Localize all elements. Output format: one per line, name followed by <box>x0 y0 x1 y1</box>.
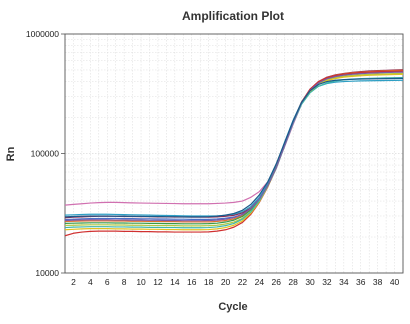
x-tick-label: 20 <box>221 277 231 287</box>
x-tick-label: 14 <box>170 277 180 287</box>
x-tick-label: 2 <box>71 277 76 287</box>
x-tick-label: 36 <box>356 277 366 287</box>
y-tick-label: 10000 <box>35 268 59 278</box>
x-tick-label: 26 <box>272 277 282 287</box>
x-tick-label: 24 <box>255 277 265 287</box>
series-group <box>64 69 404 237</box>
series-line-11 <box>64 71 404 222</box>
x-tick-label: 22 <box>238 277 248 287</box>
x-tick-label: 28 <box>288 277 298 287</box>
x-tick-label: 34 <box>339 277 349 287</box>
x-tick-label: 12 <box>153 277 163 287</box>
x-tick-label: 32 <box>322 277 332 287</box>
x-tick-labels: 2 4 6 8 10 12 14 16 18 20 22 24 26 28 30 32 34 36 38 40 <box>71 277 399 287</box>
series-line-2 <box>64 79 404 217</box>
series-line-7 <box>64 72 404 227</box>
x-tick-label: 10 <box>136 277 146 287</box>
y-axis-label: Rn <box>5 146 17 161</box>
x-tick-label: 38 <box>373 277 383 287</box>
series-line-12 <box>64 77 404 218</box>
y-tick-label: 1000000 <box>26 29 59 39</box>
x-tick-label: 4 <box>88 277 93 287</box>
series-line-9 <box>64 73 404 231</box>
x-tick-label: 6 <box>105 277 110 287</box>
y-tick-label: 100000 <box>31 149 60 159</box>
x-tick-label: 16 <box>187 277 197 287</box>
chart-title: Amplification Plot <box>182 9 284 23</box>
x-tick-label: 18 <box>204 277 214 287</box>
x-tick-label: 40 <box>390 277 400 287</box>
x-tick-label: 8 <box>122 277 127 287</box>
x-axis-label: Cycle <box>218 301 247 313</box>
x-tick-label: 30 <box>305 277 315 287</box>
grid <box>64 34 404 274</box>
series-line-8 <box>64 70 404 237</box>
y-tick-labels: 10000 100000 1000000 <box>26 29 65 278</box>
